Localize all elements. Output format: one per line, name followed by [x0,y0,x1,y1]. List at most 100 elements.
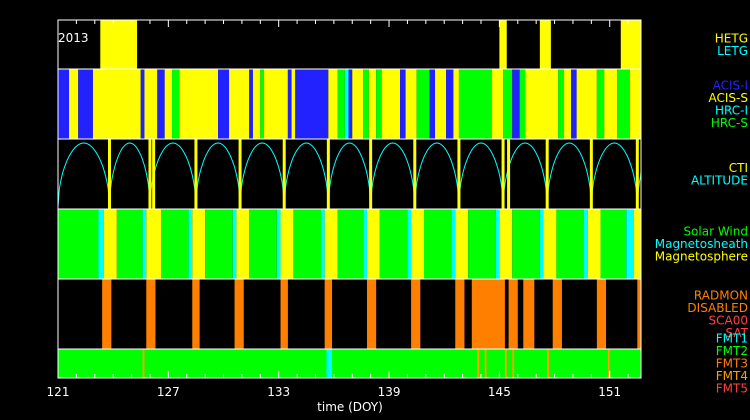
altitude-arc [327,142,372,208]
altitude-arc [283,142,329,208]
segment-magnetosheath [539,209,544,279]
segment-acis-i [58,69,70,139]
segment-solar-wind [58,209,99,279]
segment-magnetosheath [363,209,367,279]
legend-entry: Magnetosheath [655,237,748,251]
cti-mark [507,139,511,209]
segment-magnetosheath [188,209,193,279]
segment-acis-s [563,69,572,139]
segment-hrc-s [558,69,564,139]
segment-disabled [596,279,607,349]
segment-acis-s [352,69,364,139]
legend-entry: DISABLED [687,301,748,315]
segment-magnetosphere [366,209,380,279]
cti-mark [148,139,152,209]
x-tick-label: 133 [267,385,290,399]
altitude-arc [239,142,285,208]
segment-magnetosheath [98,209,104,279]
panel-instrument [57,68,642,140]
legend-entry: ACIS-S [709,91,748,105]
legend-entry: LETG [717,44,748,58]
segment-hrc-s [172,69,180,139]
segment-magnetosphere [633,209,641,279]
segment-magnetosheath [320,209,325,279]
cti-mark [194,139,198,209]
segment-hrc-s [260,69,264,139]
segment-solar-wind [468,209,496,279]
segment-fmt4 [607,349,610,378]
segment-disabled [324,279,333,349]
panel-background [58,139,641,209]
segment-acis-s [453,69,459,139]
segment-solar-wind [512,209,540,279]
segment-acis-s [368,69,377,139]
segment-hetg [539,20,551,69]
segment-fmt4 [477,349,480,378]
segment-disabled [280,279,288,349]
segment-magnetosheath [451,209,456,279]
altitude-arc [57,142,110,208]
segment-hetg [620,20,641,69]
cti-mark [326,139,330,209]
segment-acis-i [157,69,165,139]
legend-entry: RADMON [694,288,748,302]
legend-entry: FMT5 [716,382,748,396]
legend-entry: ACIS-I [713,78,748,92]
segment-acis-s [252,69,261,139]
segment-acis-i [140,69,145,139]
segment-magnetosheath [407,209,412,279]
segment-acis-s [179,69,219,139]
x-tick-label: 145 [488,385,511,399]
x-tick-label: 121 [47,385,70,399]
segment-solar-wind [116,209,143,279]
segment-acis-s [604,69,618,139]
altitude-arc [414,142,460,208]
segment-acis-i [295,69,329,139]
segment-magnetosphere [324,209,338,279]
segment-acis-s [405,69,417,139]
segment-disabled [146,279,156,349]
legend-entry: ALTITUDE [691,173,748,187]
segment-acis-i [571,69,577,139]
segment-solar-wind [379,209,408,279]
segment-acis-i [287,69,292,139]
segment-hetg [499,20,507,69]
x-axis: 121 127 133 139 145 151 [47,20,629,399]
segment-magnetosphere [499,209,513,279]
cti-mark [589,139,593,209]
segment-magnetosphere [543,209,557,279]
cti-mark [635,139,639,209]
segment-disabled [637,279,641,349]
segment-magnetosheath [495,209,500,279]
x-tick-label: 139 [378,385,401,399]
segment-solar-wind [556,209,584,279]
segment-magnetosphere [146,209,161,279]
segment-fmt1 [326,349,333,378]
segment-fmt4 [484,349,487,378]
legend-entry: SAT [726,326,749,340]
cti-mark [152,139,156,209]
segment-acis-s [576,69,597,139]
segment-magnetosphere [587,209,601,279]
altitude-arc [502,142,548,208]
altitude-arc [546,142,592,208]
segment-disabled [471,279,505,349]
segment-fmt4 [512,349,515,378]
segment-hrc-s [519,69,526,139]
legend-entry: FMT3 [716,357,748,371]
x-tick-label: 151 [598,385,621,399]
segment-magnetosheath [276,209,281,279]
segment-disabled [508,279,518,349]
segment-disabled [366,279,377,349]
segment-solar-wind [337,209,364,279]
segment-acis-s [144,69,158,139]
segment-magnetosheath [583,209,588,279]
segment-acis-s [381,69,401,139]
legend-entry: HRC-I [715,103,748,117]
segment-magnetosphere [411,209,424,279]
segment-acis-s [629,69,641,139]
segment-hrc-s [458,69,493,139]
altitude-arc [370,142,416,208]
segment-acis-i [249,69,253,139]
